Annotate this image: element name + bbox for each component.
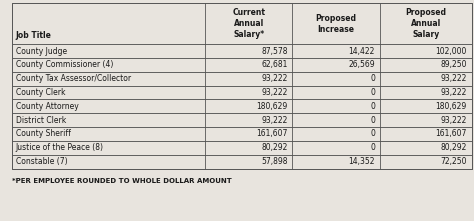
Text: Job Title: Job Title — [16, 31, 52, 40]
Text: 93,222: 93,222 — [440, 88, 467, 97]
Text: 14,352: 14,352 — [348, 157, 375, 166]
Text: 93,222: 93,222 — [261, 74, 288, 83]
Text: 57,898: 57,898 — [261, 157, 288, 166]
Bar — [12, 58, 472, 72]
Text: 180,629: 180,629 — [256, 102, 288, 111]
Text: 93,222: 93,222 — [261, 88, 288, 97]
Bar — [12, 99, 472, 113]
Text: 161,607: 161,607 — [436, 130, 467, 139]
Text: 93,222: 93,222 — [440, 116, 467, 125]
Text: 26,569: 26,569 — [348, 60, 375, 69]
Text: County Commissioner (4): County Commissioner (4) — [16, 60, 113, 69]
Text: County Judge: County Judge — [16, 47, 67, 56]
Text: County Sheriff: County Sheriff — [16, 130, 71, 139]
Text: 0: 0 — [370, 116, 375, 125]
Text: *PER EMPLOYEE ROUNDED TO WHOLE DOLLAR AMOUNT: *PER EMPLOYEE ROUNDED TO WHOLE DOLLAR AM… — [12, 178, 232, 185]
Text: 80,292: 80,292 — [440, 143, 467, 152]
Text: 0: 0 — [370, 88, 375, 97]
Text: Constable (7): Constable (7) — [16, 157, 67, 166]
Text: 89,250: 89,250 — [440, 60, 467, 69]
Text: Current
Annual
Salary*: Current Annual Salary* — [232, 8, 265, 39]
Bar — [12, 141, 472, 155]
Bar — [12, 72, 472, 86]
Bar — [12, 3, 472, 44]
Text: 87,578: 87,578 — [261, 47, 288, 56]
Bar — [12, 3, 472, 168]
Text: 0: 0 — [370, 74, 375, 83]
Text: 161,607: 161,607 — [256, 130, 288, 139]
Bar — [12, 44, 472, 58]
Text: Proposed
Increase: Proposed Increase — [316, 14, 356, 34]
Text: 80,292: 80,292 — [261, 143, 288, 152]
Text: 72,250: 72,250 — [440, 157, 467, 166]
Text: 93,222: 93,222 — [261, 116, 288, 125]
Text: 62,681: 62,681 — [261, 60, 288, 69]
Bar — [12, 155, 472, 168]
Text: 0: 0 — [370, 130, 375, 139]
Bar — [12, 113, 472, 127]
Text: District Clerk: District Clerk — [16, 116, 66, 125]
Text: Proposed
Annual
Salary: Proposed Annual Salary — [405, 8, 446, 39]
Text: 93,222: 93,222 — [440, 74, 467, 83]
Text: 0: 0 — [370, 102, 375, 111]
Text: 180,629: 180,629 — [436, 102, 467, 111]
Text: County Tax Assessor/Collector: County Tax Assessor/Collector — [16, 74, 131, 83]
Text: County Attorney: County Attorney — [16, 102, 78, 111]
Text: County Clerk: County Clerk — [16, 88, 65, 97]
Text: 14,422: 14,422 — [348, 47, 375, 56]
Bar — [12, 127, 472, 141]
Bar — [12, 86, 472, 99]
Text: 102,000: 102,000 — [436, 47, 467, 56]
Text: 0: 0 — [370, 143, 375, 152]
Text: Justice of the Peace (8): Justice of the Peace (8) — [16, 143, 104, 152]
